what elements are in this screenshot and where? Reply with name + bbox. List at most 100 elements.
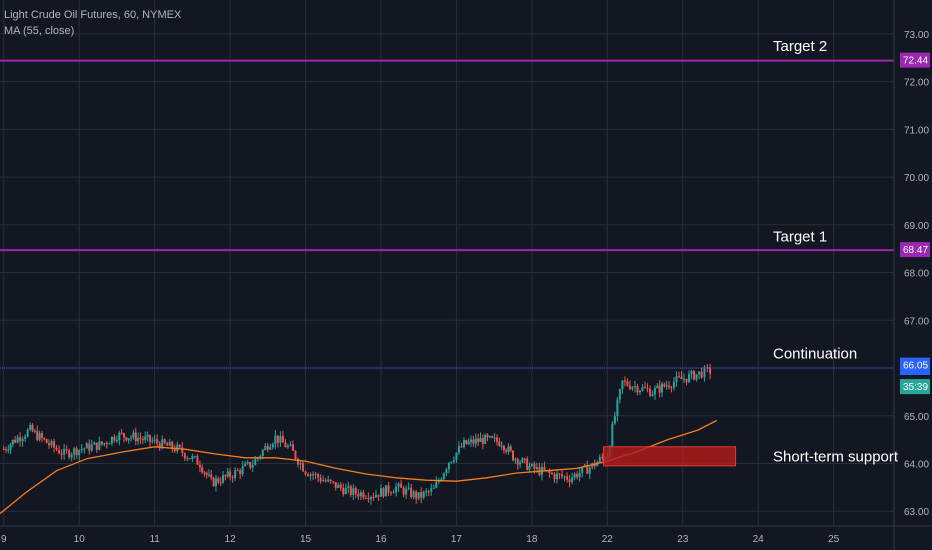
candle-body [158,443,161,449]
candle-body [700,371,703,378]
candle-body [526,458,529,470]
candle-body [588,467,591,474]
candle-body [234,470,237,479]
candle-body [442,473,445,480]
candle-body [683,378,686,380]
candle-body [168,441,171,446]
candle-body [693,371,696,380]
candle-body [493,437,496,439]
candle-body [14,439,17,443]
candle-body [505,450,508,452]
candle-body [556,473,559,480]
candle-body [670,387,673,389]
candle-body [653,388,656,395]
candle-body [382,488,385,497]
candle-body [405,488,408,495]
candle-body [156,439,159,444]
candle-body [38,433,41,440]
time-tick-label: 10 [74,534,86,545]
time-tick-label: 17 [451,534,463,545]
candle-body [644,387,647,389]
candle-body [144,436,147,440]
candle-body [312,474,315,476]
candle-body [214,478,217,487]
candle-body [460,446,463,448]
grid-lines [0,0,894,526]
candle-body [427,491,430,493]
candle-body [110,436,113,444]
candle-body [251,465,254,468]
candle-body [55,447,58,450]
candle-body [533,463,536,469]
candle-body [16,437,19,443]
candle-body [291,444,294,451]
candle-body [307,474,310,477]
candle-body [432,487,435,489]
candle-body [48,443,51,446]
candle-body [226,471,229,477]
time-tick-label: 12 [225,534,237,545]
candle-body [120,432,123,434]
candle-body [188,458,191,460]
time-tick-label: 23 [677,534,689,545]
candle-body [658,385,661,393]
candle-body [387,485,390,493]
candle-body [680,376,683,380]
candle-body [113,436,116,441]
candle-body [151,440,154,442]
candle-body [407,487,410,489]
candle-body [392,492,395,494]
candle-body [75,448,78,456]
candle-body [685,378,688,383]
candle-body [479,438,482,442]
candle-body [196,456,199,465]
annotation-label: Continuation [773,346,857,363]
price-tick-label: 67.00 [904,316,929,327]
candle-body [90,444,93,451]
candle-body [507,446,510,452]
symbol-title: Light Crude Oil Futures, 60, NYMEX [4,9,182,21]
candle-body [219,482,222,484]
candle-body [337,484,340,489]
candle-body [488,436,491,438]
candle-body [498,441,501,446]
candle-body [550,472,553,474]
time-axis: 9 10 11 12 15 16 17 18 22 23 24 25 [0,525,932,545]
candle-body [420,492,423,498]
candle-body [327,479,330,482]
candle-body [422,491,425,498]
candle-body [523,458,526,460]
candle-body [516,458,519,465]
candle-body [274,435,277,444]
candle-body [153,439,156,441]
candle-body [663,383,666,387]
price-tick-label: 63.00 [904,507,929,518]
candle-body [294,450,297,460]
price-tick-label: 68.00 [904,269,929,280]
candle-body [203,472,206,474]
candle-body [45,439,48,444]
candle-body [88,443,91,451]
candle-body [118,432,121,441]
candle-body [472,439,475,444]
candle-body [354,488,357,494]
candle-body [181,447,184,454]
candle-body [379,488,382,497]
candle-body [661,383,664,393]
candle-body [395,486,398,493]
candle-body [53,441,56,448]
price-tick-label: 65.00 [904,412,929,423]
indicator-title: MA (55, close) [4,25,75,37]
candle-body [457,446,460,453]
candle-body [364,497,367,499]
candle-body [563,476,566,478]
candle-body [246,462,249,464]
candle-body [688,373,691,383]
candle-body [450,461,453,463]
candle-body [259,455,262,458]
candle-body [477,438,480,442]
candle-body [410,487,413,498]
candle-body [193,456,196,458]
candle-body [322,480,325,482]
